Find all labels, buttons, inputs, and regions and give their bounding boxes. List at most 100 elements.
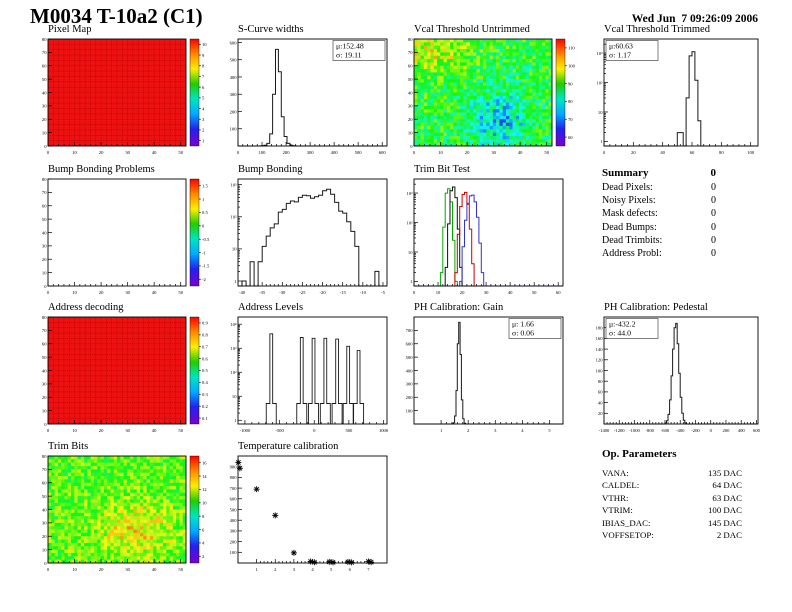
- svg-text:110: 110: [568, 46, 575, 51]
- svg-text:40: 40: [42, 90, 47, 95]
- svg-text:10: 10: [72, 150, 77, 155]
- svg-text:800: 800: [230, 475, 238, 480]
- svg-text:600: 600: [230, 497, 238, 502]
- svg-text:50: 50: [42, 217, 47, 222]
- svg-text:0: 0: [44, 144, 47, 149]
- svg-text:60: 60: [408, 64, 413, 69]
- trim-bit-test-canvas: 0 10 20 30 40 50 60 1 10 10² 10³: [407, 178, 564, 295]
- svg-text:60: 60: [690, 150, 695, 155]
- svg-text:50: 50: [408, 77, 413, 82]
- svg-text:-10: -10: [360, 290, 367, 295]
- svg-text:0.1: 0.1: [202, 416, 208, 421]
- svg-text:500: 500: [230, 58, 238, 63]
- svg-text:4: 4: [202, 541, 205, 546]
- summary-title: Summary: [602, 167, 649, 179]
- svg-text:20: 20: [465, 150, 470, 155]
- plot-title: Bump Bonding Problems: [48, 164, 155, 175]
- svg-text:60: 60: [556, 290, 561, 295]
- svg-text:20: 20: [99, 290, 104, 295]
- svg-text:0: 0: [47, 567, 50, 572]
- svg-text:100: 100: [596, 368, 604, 373]
- svg-text:200: 200: [230, 539, 238, 544]
- svg-text:σ: 44.0: σ: 44.0: [609, 329, 631, 338]
- svg-text:0.5: 0.5: [202, 210, 208, 215]
- svg-text:80: 80: [42, 177, 47, 182]
- svg-text:140: 140: [596, 347, 604, 352]
- svg-text:2: 2: [202, 554, 205, 559]
- svg-text:70: 70: [42, 328, 47, 333]
- pixel-map-canvas: 0 10 20 30 40 50 0 10 20 30 40 50 60 70 80 10 9 8 7 6 5 4 3 2 1: [42, 37, 207, 155]
- svg-text:40: 40: [660, 150, 665, 155]
- summary-value: 0: [711, 248, 716, 260]
- summary-label: Address Probl:: [602, 248, 662, 260]
- svg-text:1: 1: [410, 279, 413, 284]
- summary-label: Dead Pixels:: [602, 182, 653, 193]
- svg-text:4: 4: [521, 428, 524, 433]
- svg-text:0: 0: [44, 422, 47, 427]
- svg-text:σ: 1.17: σ: 1.17: [609, 51, 631, 60]
- svg-text:σ: 0.06: σ: 0.06: [512, 329, 534, 338]
- svg-text:σ: 19.11: σ: 19.11: [336, 51, 362, 60]
- svg-text:10: 10: [436, 290, 441, 295]
- summary-label: Dead Trimbits:: [602, 234, 663, 246]
- svg-text:100: 100: [568, 63, 576, 68]
- plot-trim-bit-test: Trim Bit Test 0 10 20 30 40 50 60 1 10 10² 10³: [402, 164, 567, 298]
- svg-text:80: 80: [408, 37, 413, 42]
- summary-block: Summary 0 Dead Pixels: 0 Noisy Pixels: 0 M…: [602, 167, 752, 260]
- svg-text:50: 50: [178, 290, 183, 295]
- address-levels-canvas: -1000 -500 0 500 1000 1 10 10² 10³ 10⁴: [230, 316, 389, 433]
- svg-text:50: 50: [178, 428, 183, 433]
- svg-text:10: 10: [202, 42, 207, 47]
- svg-text:180: 180: [596, 326, 604, 331]
- summary-value: 0: [711, 195, 716, 207]
- plot-address-decoding: Address decoding 0 10 20 30 40 50 0 10 20 30 40 50 6…: [36, 302, 232, 436]
- svg-text:20: 20: [42, 534, 47, 539]
- svg-text:0.8: 0.8: [202, 333, 208, 338]
- svg-text:-25: -25: [299, 290, 306, 295]
- svg-text:2: 2: [467, 428, 470, 433]
- svg-text:-30: -30: [279, 290, 286, 295]
- svg-text:0: 0: [237, 150, 240, 155]
- svg-text:-600: -600: [661, 428, 670, 433]
- op-parameter-label: VTRIM:: [602, 505, 633, 516]
- svg-text:3: 3: [494, 428, 497, 433]
- address-decoding-canvas: 0 10 20 30 40 50 0 10 20 30 40 50 60 70 80 0.9 0.8 0.7 0.6…: [42, 315, 209, 433]
- plot-trim-bits: Trim Bits 0 10 20 30 40 50 0 10 20 30 40 50 60 70 80 16…: [36, 441, 232, 575]
- svg-text:2: 2: [274, 567, 277, 572]
- svg-text:30: 30: [42, 244, 47, 249]
- summary-value: 0: [711, 234, 716, 246]
- svg-text:100: 100: [259, 150, 267, 155]
- svg-text:60: 60: [42, 204, 47, 209]
- svg-text:μ:-432.2: μ:-432.2: [609, 320, 636, 329]
- svg-text:9: 9: [202, 53, 205, 58]
- svg-text:100: 100: [230, 550, 238, 555]
- plot-title: Address Levels: [238, 302, 304, 313]
- svg-text:8: 8: [202, 63, 205, 68]
- op-parameter-row: IBIAS_DAC: 145 DAC: [602, 517, 752, 529]
- svg-text:6: 6: [349, 567, 352, 572]
- svg-text:1.5: 1.5: [202, 183, 208, 188]
- svg-text:5: 5: [330, 567, 333, 572]
- summary-label: Dead Bumps:: [602, 221, 657, 233]
- svg-text:10: 10: [232, 394, 237, 399]
- svg-text:50: 50: [544, 150, 549, 155]
- summary-total: 0: [710, 167, 717, 179]
- svg-text:200: 200: [406, 395, 414, 400]
- summary-row: Address Probl: 0: [602, 247, 752, 260]
- ph-calibration-gain-canvas: 1 2 3 4 5 100 200 300 400 500 600 700 μ: 1.66σ: 0.06: [406, 316, 564, 433]
- svg-text:4: 4: [202, 106, 205, 111]
- svg-text:600: 600: [753, 428, 761, 433]
- svg-text:10³: 10³: [407, 191, 414, 196]
- svg-text:3: 3: [293, 567, 296, 572]
- svg-text:30: 30: [125, 428, 130, 433]
- svg-text:300: 300: [307, 150, 315, 155]
- svg-text:16: 16: [202, 460, 207, 465]
- svg-text:70: 70: [42, 467, 47, 472]
- op-parameter-label: VTHR:: [602, 492, 629, 503]
- svg-text:40: 40: [42, 368, 47, 373]
- op-parameter-label: VOFFSETOP:: [602, 530, 654, 541]
- svg-text:0: 0: [413, 290, 416, 295]
- svg-text:14: 14: [202, 474, 207, 479]
- op-parameter-label: CALDEL:: [602, 480, 640, 491]
- svg-text:700: 700: [406, 328, 414, 333]
